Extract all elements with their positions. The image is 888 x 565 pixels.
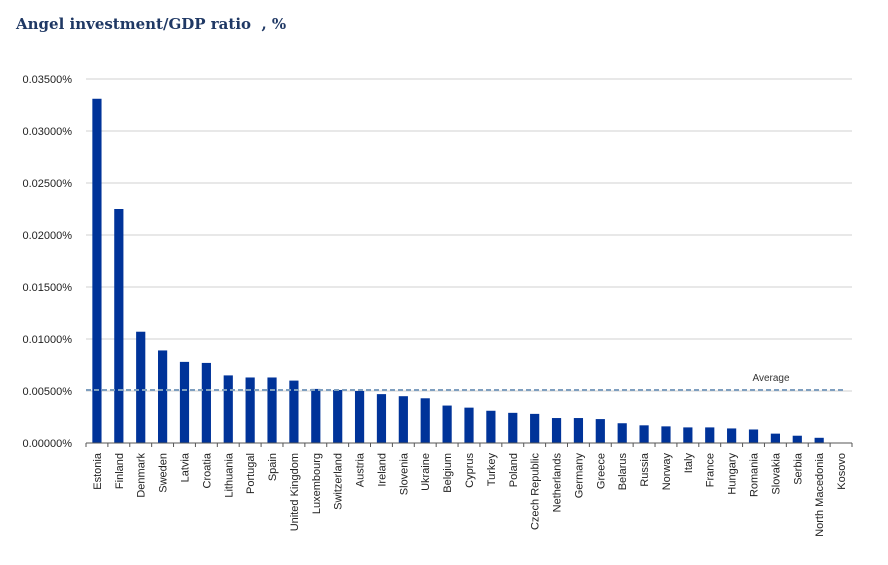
- y-axis-ticks: 0.00000% 0.00500% 0.01000% 0.01500% 0.02000%…: [22, 74, 72, 450]
- x-category-label: Netherlands: [552, 453, 564, 513]
- bar: [92, 98, 102, 443]
- bar: [617, 423, 627, 443]
- bar: [179, 361, 190, 443]
- bar: [573, 418, 584, 443]
- y-tick-label: 0.00500%: [22, 386, 72, 398]
- x-category-label: Latvia: [179, 452, 191, 482]
- x-category-label: Greece: [595, 453, 607, 489]
- chart-title: Angel investment/GDP ratio , %: [16, 15, 287, 33]
- bar: [223, 375, 233, 443]
- x-category-label: Kosovo: [836, 453, 848, 490]
- bar: [661, 426, 671, 443]
- bar: [398, 396, 408, 443]
- x-category-label: North Macedonia: [814, 452, 826, 537]
- x-category-label: Czech Republic: [530, 453, 542, 531]
- bar: [114, 209, 124, 443]
- x-category-label: Serbia: [792, 452, 804, 485]
- x-category-label: Ukraine: [420, 453, 432, 491]
- y-tick-label: 0.02500%: [22, 178, 72, 190]
- y-tick-label: 0.01500%: [22, 282, 72, 294]
- bar: [551, 418, 562, 443]
- x-category-label: Estonia: [92, 452, 104, 490]
- bar: [770, 433, 780, 443]
- bar: [748, 429, 759, 443]
- bar: [158, 350, 168, 443]
- bar: [289, 380, 299, 443]
- bar: [245, 377, 255, 443]
- x-category-label: Denmark: [136, 453, 148, 498]
- average-line-group: Average: [86, 373, 846, 391]
- x-category-label: Croatia: [201, 452, 213, 488]
- gridlines: [86, 78, 852, 392]
- bar: [683, 427, 693, 443]
- x-category-label: Luxembourg: [311, 453, 323, 514]
- x-category-label: Italy: [683, 453, 695, 474]
- x-category-label: Spain: [267, 453, 279, 481]
- bar: [508, 412, 518, 443]
- x-category-label: Norway: [661, 453, 673, 491]
- x-category-label: Belgium: [442, 453, 454, 493]
- x-category-label: Sweden: [158, 453, 170, 493]
- bar: [267, 377, 277, 443]
- bar: [792, 435, 802, 443]
- bar: [595, 419, 605, 443]
- y-tick-label: 0.00000%: [22, 438, 72, 450]
- x-category-label: Belarus: [617, 453, 629, 491]
- x-category-label: Lithuania: [223, 452, 235, 498]
- x-category-label: Romania: [749, 452, 761, 497]
- bar: [136, 331, 146, 443]
- x-category-label: Portugal: [245, 453, 257, 494]
- x-category-label: Austria: [355, 452, 367, 487]
- y-tick-label: 0.01000%: [22, 334, 72, 346]
- bar: [814, 437, 824, 443]
- bar: [376, 394, 387, 443]
- x-axis: [85, 442, 853, 447]
- y-tick-label: 0.03500%: [22, 74, 72, 86]
- bar: [354, 391, 365, 443]
- x-category-label: Cyprus: [464, 453, 476, 488]
- average-label: Average: [752, 373, 790, 384]
- bar: [727, 428, 737, 443]
- x-category-label: Germany: [573, 453, 585, 499]
- bar: [464, 407, 474, 443]
- bar: [420, 398, 430, 443]
- x-category-label: United Kingdom: [289, 453, 301, 531]
- x-category-label: Switzerland: [333, 453, 345, 510]
- x-category-label: Hungary: [727, 453, 739, 495]
- x-category-label: Finland: [114, 453, 126, 489]
- bar: [201, 362, 211, 443]
- y-tick-label: 0.03000%: [22, 126, 72, 138]
- x-axis-categories: Estonia Finland Denmark Sweden Latvia Croatia…: [92, 452, 848, 537]
- x-category-label: Slovenia: [398, 452, 410, 495]
- x-category-label: Poland: [508, 453, 520, 487]
- bar: [333, 389, 343, 443]
- x-category-label: Russia: [639, 452, 651, 487]
- x-category-label: Ireland: [376, 453, 388, 487]
- x-category-label: Slovakia: [770, 452, 782, 494]
- y-tick-label: 0.02000%: [22, 230, 72, 242]
- bar: [639, 425, 649, 443]
- x-category-label: Turkey: [486, 453, 498, 487]
- bars: [92, 98, 824, 443]
- x-category-label: France: [705, 453, 717, 487]
- bar: [442, 405, 452, 443]
- bar: [486, 410, 496, 443]
- bar: [530, 413, 540, 443]
- bar: [705, 427, 715, 443]
- bar: [311, 388, 321, 443]
